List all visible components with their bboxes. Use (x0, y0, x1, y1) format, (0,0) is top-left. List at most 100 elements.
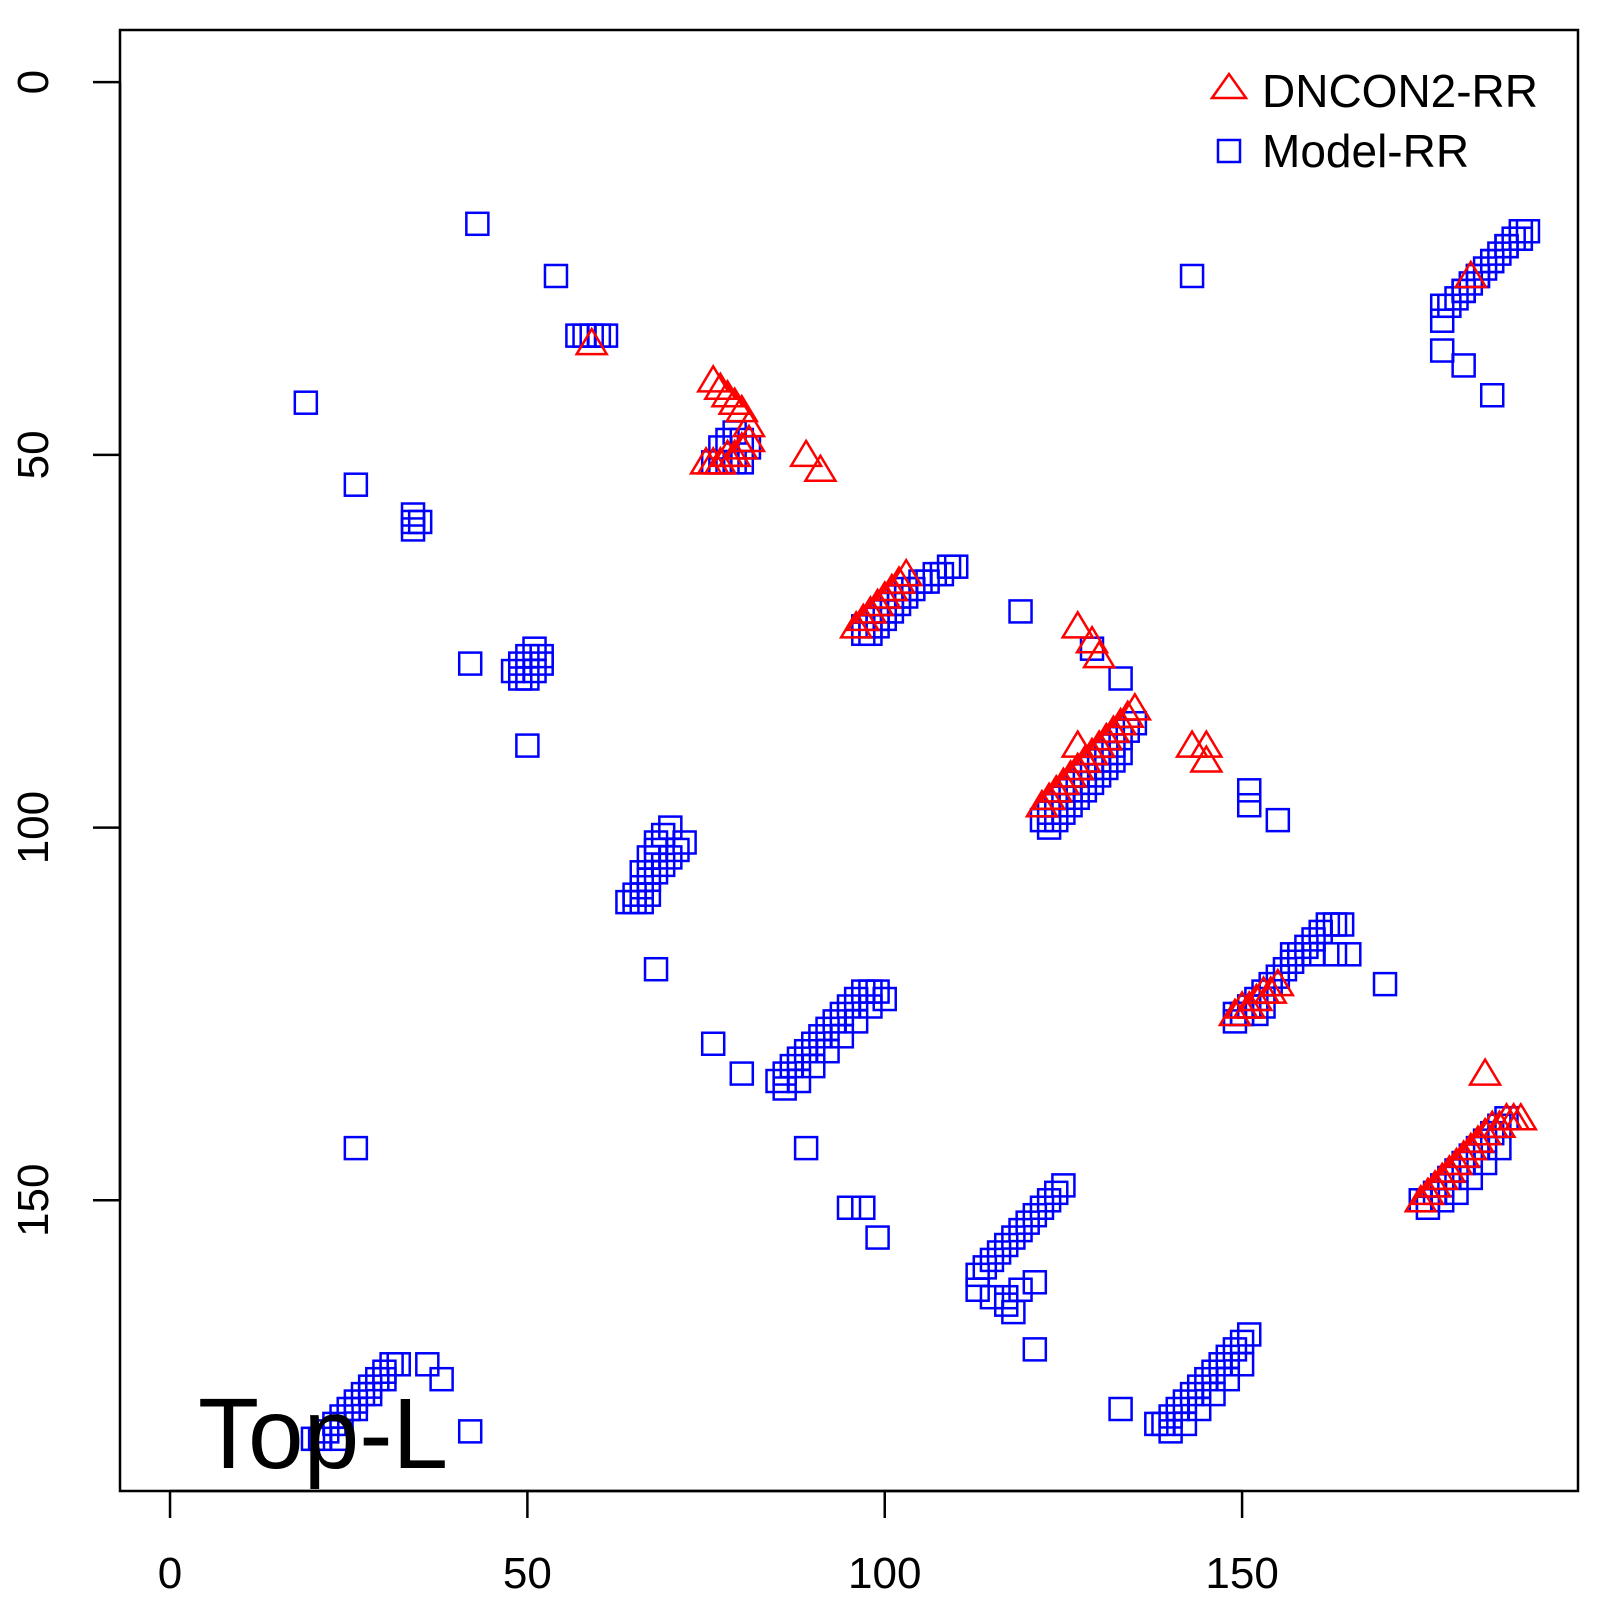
dncon2-rr-point (695, 363, 731, 393)
model-rr-point (622, 882, 647, 907)
model-rr-point (1172, 1411, 1198, 1437)
model-rr-point (729, 1061, 755, 1086)
model-rr-point (1044, 807, 1069, 833)
model-rr-point (1515, 219, 1541, 244)
series-dncon2-rr (574, 259, 1539, 1213)
x-tick-label: 150 (1205, 1549, 1278, 1598)
dncon2-rr-point (1039, 773, 1074, 803)
x-tick-label: 100 (848, 1549, 921, 1598)
y-tick-label: 100 (9, 791, 58, 864)
series-model-rr (293, 211, 1541, 1452)
model-rr-point (672, 830, 697, 855)
model-rr-point (515, 733, 540, 758)
model-rr-point (943, 554, 969, 579)
model-rr-point (1479, 383, 1505, 408)
dncon2-rr-point (853, 594, 888, 624)
model-rr-point (1429, 338, 1455, 363)
model-rr-point (1158, 1404, 1183, 1429)
dncon2-rr-point (846, 602, 881, 632)
model-rr-point (1222, 1337, 1248, 1362)
model-rr-point (1186, 1396, 1212, 1422)
model-rr-point (1215, 1366, 1241, 1392)
model-rr-point (822, 1009, 847, 1034)
dncon2-rr-point (731, 423, 767, 453)
model-rr-point (1279, 942, 1305, 967)
model-rr-point (522, 658, 547, 684)
model-rr-point (343, 472, 369, 497)
model-rr-point (1429, 308, 1455, 333)
dncon2-rr-point (1081, 639, 1117, 669)
dncon2-rr-point (574, 326, 609, 356)
model-rr-point (1508, 226, 1534, 251)
dncon2-rr-point (1060, 729, 1095, 758)
dncon2-rr-point (1239, 982, 1274, 1012)
x-tick-label: 0 (158, 1549, 182, 1598)
legend-label-dncon2: DNCON2-RR (1262, 65, 1538, 117)
dncon2-rr-point (1253, 975, 1288, 1004)
dncon2-rr-point (1053, 758, 1088, 788)
dncon2-rr-point (1482, 1109, 1517, 1138)
model-rr-point (1501, 226, 1526, 251)
model-rr-point (629, 874, 654, 900)
model-rr-point (1494, 233, 1519, 259)
model-rr-point (1208, 1352, 1233, 1377)
model-rr-point (379, 1352, 404, 1377)
model-rr-point (1479, 248, 1505, 274)
dncon2-rr-point (1453, 1131, 1489, 1161)
y-tick-label: 50 (9, 430, 58, 479)
model-rr-point (901, 576, 926, 602)
dncon2-rr-point (1260, 967, 1296, 997)
model-rr-point (1108, 1396, 1133, 1422)
model-rr-point (843, 1009, 869, 1034)
model-rr-point (993, 1284, 1019, 1310)
model-rr-point (457, 651, 483, 676)
model-rr-point (650, 822, 676, 848)
dncon2-rr-point (1060, 609, 1095, 639)
model-rr-point (457, 1419, 483, 1444)
model-rr-point (772, 1076, 797, 1101)
y-tick-label: 0 (9, 70, 58, 94)
model-rr-point (915, 569, 940, 594)
model-rr-point (400, 509, 426, 535)
dncon2-rr-point (710, 438, 745, 468)
model-rr-point (1186, 1374, 1212, 1399)
model-rr-point (1508, 219, 1534, 244)
dncon2-rr-point (881, 565, 917, 594)
model-rr-point (851, 979, 876, 1004)
model-rr-point (357, 1381, 383, 1407)
model-rr-point (1201, 1359, 1226, 1384)
model-rr-point (986, 1240, 1012, 1265)
model-rr-point (565, 323, 590, 348)
model-rr-point (922, 561, 948, 587)
model-rr-point (636, 845, 662, 870)
model-rr-point (1194, 1366, 1219, 1392)
dncon2-rr-point (1410, 1176, 1446, 1206)
model-rr-point (1022, 1202, 1048, 1228)
model-rr-point (1487, 241, 1512, 266)
dncon2-rr-point (1110, 699, 1145, 729)
model-rr-point (836, 994, 862, 1019)
model-rr-point (786, 1046, 812, 1071)
chart-annotation: Top-L (198, 1378, 448, 1490)
model-rr-point (779, 1053, 805, 1079)
model-rr-point (1201, 1381, 1226, 1407)
dncon2-rr-point (703, 371, 738, 401)
model-rr-point (636, 882, 662, 907)
model-rr-point (829, 1024, 855, 1049)
model-rr-point (1179, 1381, 1205, 1407)
model-rr-point (1001, 1299, 1026, 1325)
dncon2-rr-point (1417, 1168, 1453, 1198)
dncon2-rr-point (1232, 990, 1267, 1019)
dncon2-rr-point (717, 386, 752, 415)
model-rr-point (465, 211, 490, 237)
model-rr-point (529, 651, 554, 676)
model-rr-point (658, 815, 683, 840)
model-rr-point (1029, 1195, 1055, 1220)
model-rr-point (1229, 1352, 1255, 1377)
model-rr-point (815, 1038, 840, 1064)
dncon2-rr-point (874, 572, 910, 602)
model-rr-point (372, 1366, 397, 1392)
model-rr-point (993, 1292, 1019, 1317)
model-rr-point (965, 1277, 990, 1302)
model-rr-point (1008, 599, 1033, 624)
